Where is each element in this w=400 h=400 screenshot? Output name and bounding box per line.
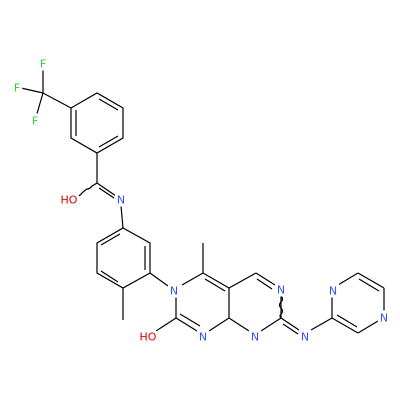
atom-label: N: [329, 285, 337, 298]
atom-label: N: [277, 284, 285, 297]
atom-label: F: [32, 115, 38, 128]
atom-label: N: [170, 285, 178, 298]
atom-label: N: [199, 331, 207, 344]
atom-labels: F F F HO N N HO N N N N N N: [11, 55, 391, 347]
atom-label: HO: [61, 194, 78, 207]
atom-label: N: [251, 331, 259, 344]
atom-label: F: [14, 82, 20, 95]
bonds: [20, 68, 385, 335]
atom-label: N: [301, 331, 309, 344]
atom-label: N: [117, 194, 125, 207]
atom-label: N: [380, 312, 388, 325]
atom-label: F: [40, 58, 46, 71]
atom-label: HO: [140, 331, 157, 344]
